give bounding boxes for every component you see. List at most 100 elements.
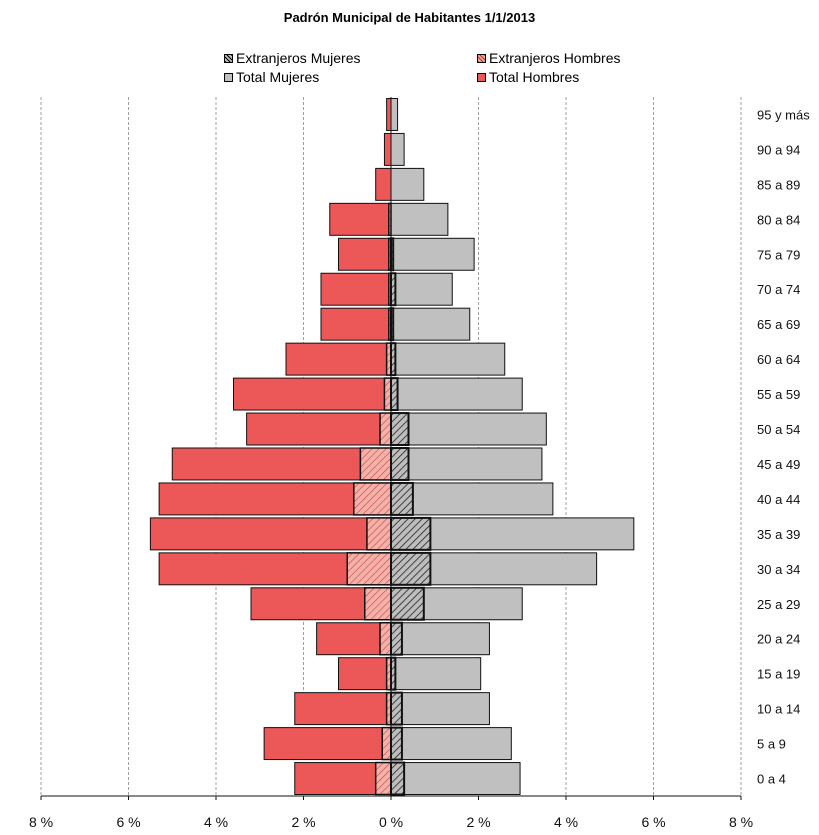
age-group-label: 20 a 24 — [757, 632, 800, 647]
x-axis: 8 % 6 % 4 % 2 % 0 % 2 % 4 % 6 % 8 % — [29, 795, 753, 830]
age-group-label: 70 a 74 — [757, 282, 800, 297]
extranjeros-hombres-bar — [346, 552, 392, 586]
x-tick-label: 6 % — [641, 814, 665, 830]
bars — [149, 97, 635, 796]
total-hombres-bar — [338, 657, 392, 691]
legend-label-extranjeros-mujeres: Extranjeros Mujeres — [236, 50, 361, 66]
total-mujeres-bar — [390, 342, 506, 376]
total-hombres-bar — [316, 622, 392, 656]
total-hombres-bar — [386, 98, 392, 131]
total-hombres-bar — [285, 342, 392, 376]
extranjeros-mujeres-bar — [390, 272, 397, 307]
age-group-label: 50 a 54 — [757, 422, 800, 437]
extranjeros-hombres-bar — [379, 412, 392, 446]
age-group-label: 5 a 9 — [757, 737, 786, 752]
legend-item-total-mujeres: Total Mujeres — [224, 69, 319, 85]
age-group-label: 10 a 14 — [757, 702, 800, 717]
x-tick-label: 0 % — [379, 814, 403, 830]
age-group-label: 0 a 4 — [757, 772, 786, 787]
age-group-label: 85 a 89 — [757, 177, 800, 192]
age-group-label: 35 a 39 — [757, 527, 800, 542]
extranjeros-mujeres-bar — [390, 691, 403, 726]
extranjeros-mujeres-bar — [390, 342, 397, 377]
extranjeros-mujeres-bar — [390, 761, 406, 796]
extranjeros-hombres-bar — [379, 622, 392, 656]
total-hombres-bar — [338, 237, 392, 271]
extranjeros-mujeres-bar — [390, 551, 432, 586]
extranjeros-mujeres-bar — [390, 656, 397, 691]
total-hombres-bar — [158, 482, 392, 516]
age-group-label: 80 a 84 — [757, 212, 800, 227]
age-labels: 0 a 4 5 a 9 10 a 14 15 a 19 20 a 24 25 a 29 30… — [757, 107, 810, 786]
age-group-label: 15 a 19 — [757, 667, 800, 682]
legend-swatch-total-mujeres — [224, 72, 233, 82]
total-hombres-bar — [320, 272, 392, 306]
total-mujeres-bar — [390, 622, 490, 656]
total-mujeres-bar — [390, 447, 543, 481]
age-group-label: 55 a 59 — [757, 387, 800, 402]
total-hombres-bar — [383, 132, 392, 166]
total-mujeres-bar — [390, 657, 482, 691]
total-mujeres-bar — [390, 377, 523, 411]
extranjeros-mujeres-bar — [390, 586, 425, 621]
extranjeros-hombres-bar — [366, 517, 392, 551]
total-mujeres-bar — [390, 272, 453, 306]
extranjeros-hombres-bar — [359, 447, 392, 481]
total-mujeres-bar — [390, 307, 471, 341]
age-group-label: 40 a 44 — [757, 492, 800, 507]
extranjeros-mujeres-bar — [390, 447, 410, 481]
total-hombres-bar — [294, 692, 392, 726]
age-group-label: 45 a 49 — [757, 457, 800, 472]
total-hombres-bar — [171, 447, 392, 481]
total-hombres-bar — [233, 377, 392, 411]
legend-item-total-hombres: Total Hombres — [477, 69, 579, 85]
total-mujeres-bar — [390, 692, 490, 726]
legend: Extranjeros Mujeres Extranjeros Hombres … — [0, 50, 819, 90]
total-mujeres-bar — [390, 167, 425, 201]
x-tick-label: 2 % — [291, 814, 315, 830]
extranjeros-mujeres-bar — [390, 481, 414, 516]
total-hombres-bar — [263, 727, 392, 761]
legend-label-total-mujeres: Total Mujeres — [236, 69, 320, 85]
total-hombres-bar — [149, 517, 392, 551]
extranjeros-mujeres-bar — [390, 726, 403, 761]
age-group-label: 60 a 64 — [757, 352, 800, 367]
x-tick-label: 6 % — [116, 814, 140, 830]
total-mujeres-bar — [390, 202, 449, 236]
total-hombres-bar — [246, 412, 392, 446]
legend-label-total-hombres: Total Hombres — [489, 69, 580, 85]
legend-label-extranjeros-hombres: Extranjeros Hombres — [489, 50, 621, 66]
age-group-label: 95 y más — [757, 107, 810, 122]
age-group-label: 25 a 29 — [757, 597, 800, 612]
x-tick-label: 4 % — [204, 814, 228, 830]
legend-item-extranjeros-hombres: Extranjeros Hombres — [477, 50, 621, 66]
age-group-label: 65 a 69 — [757, 317, 800, 332]
total-hombres-bar — [320, 307, 392, 341]
x-tick-label: 8 % — [29, 814, 53, 830]
extranjeros-hombres-bar — [374, 761, 392, 796]
total-mujeres-bar — [390, 517, 635, 551]
total-mujeres-bar — [390, 237, 475, 271]
chart-title: Padrón Municipal de Habitantes 1/1/2013 — [283, 10, 536, 25]
total-mujeres-bar — [390, 412, 547, 446]
legend-swatch-extranjeros-hombres — [477, 53, 486, 63]
total-mujeres-bar — [390, 727, 512, 761]
x-tick-label: 2 % — [466, 814, 490, 830]
total-hombres-bar — [329, 202, 392, 236]
legend-swatch-extranjeros-mujeres — [224, 53, 233, 63]
extranjeros-mujeres-bar — [390, 516, 432, 551]
extranjeros-mujeres-bar — [390, 377, 399, 412]
legend-swatch-total-hombres — [477, 72, 486, 82]
age-group-label: 90 a 94 — [757, 142, 800, 157]
legend-item-extranjeros-mujeres: Extranjeros Mujeres — [224, 50, 361, 66]
age-group-label: 30 a 34 — [757, 562, 800, 577]
age-group-label: 75 a 79 — [757, 247, 800, 262]
total-mujeres-bar — [390, 98, 399, 131]
total-hombres-bar — [375, 167, 392, 201]
x-tick-label: 4 % — [554, 814, 578, 830]
x-tick-label: 8 % — [729, 814, 753, 830]
total-mujeres-bar — [390, 482, 554, 516]
total-mujeres-bar — [390, 132, 405, 166]
extranjeros-mujeres-bar — [390, 412, 410, 446]
